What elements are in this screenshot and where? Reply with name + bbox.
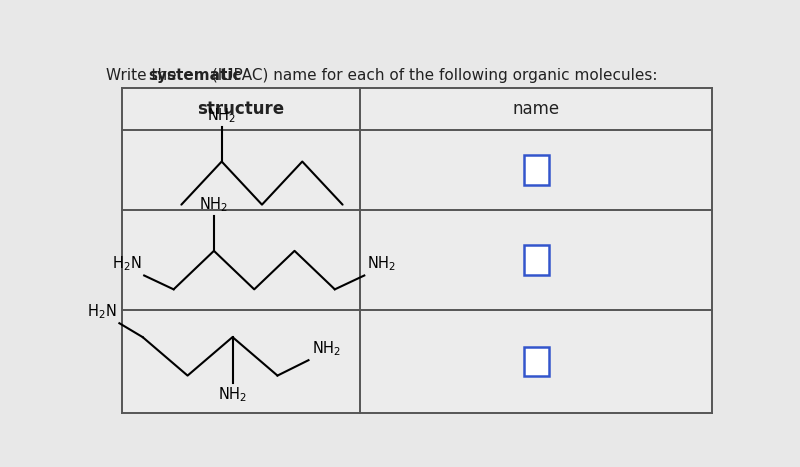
Text: systematic: systematic <box>148 68 242 84</box>
Text: H$_2$N: H$_2$N <box>86 302 116 321</box>
Text: NH$_2$: NH$_2$ <box>367 255 396 273</box>
Text: NH$_2$: NH$_2$ <box>199 195 229 214</box>
Text: (IUPAC) name for each of the following organic molecules:: (IUPAC) name for each of the following o… <box>207 68 658 84</box>
Text: H$_2$N: H$_2$N <box>111 255 141 273</box>
Bar <box>524 246 549 275</box>
Bar <box>524 347 549 376</box>
Text: Write the: Write the <box>106 68 182 84</box>
Text: name: name <box>513 100 560 118</box>
Text: NH$_2$: NH$_2$ <box>207 106 236 125</box>
Bar <box>524 156 549 184</box>
Text: structure: structure <box>198 100 285 118</box>
Text: NH$_2$: NH$_2$ <box>218 386 247 404</box>
Text: NH$_2$: NH$_2$ <box>311 339 341 358</box>
